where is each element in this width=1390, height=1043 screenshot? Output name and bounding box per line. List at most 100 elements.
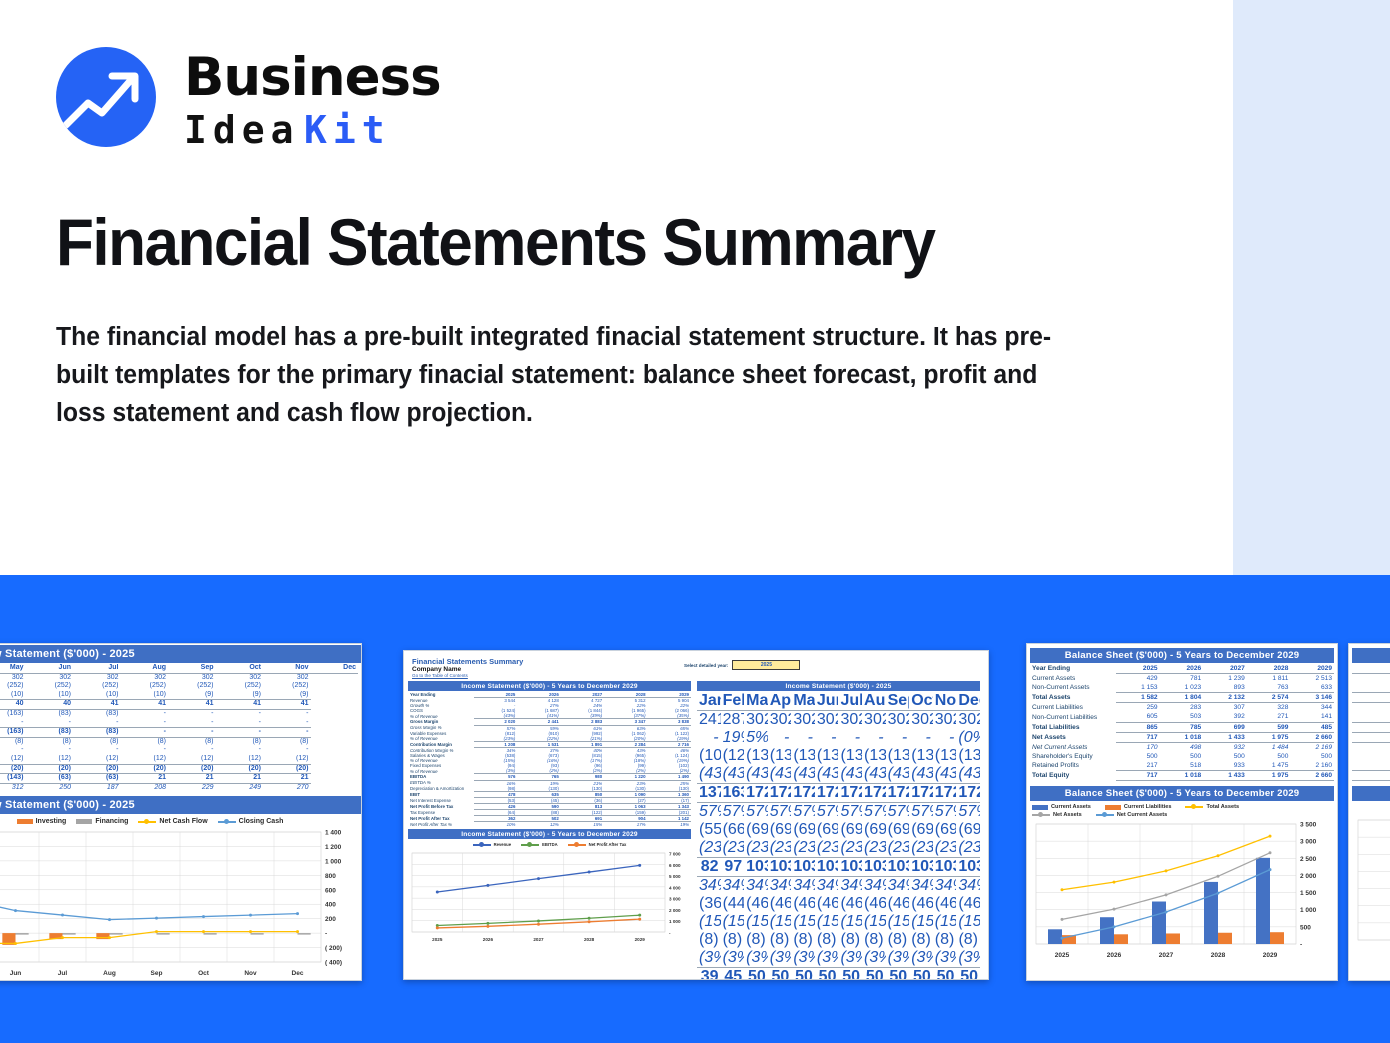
table-cell: 208 — [154, 783, 166, 791]
table-cell: (83) — [25, 727, 73, 738]
table-cell: (83) — [58, 709, 71, 717]
table-cell: - — [215, 718, 263, 729]
table-cell: (9) — [215, 690, 263, 701]
screenshot-balance-sheet-monthly-panel[interactable]: Jan 1 1741241 297936927865121 0815001251… — [1348, 643, 1390, 981]
svg-text:1 000: 1 000 — [669, 919, 681, 924]
balance-sheet-chart: 3 500 3 000 2 500 2 000 1 500 1 000 500 - 2025 20… — [1030, 820, 1334, 960]
table-cell: 170 — [1146, 743, 1158, 751]
table-row: (8) (8) (8) (8) (8) (8) (8) (8) (8) (8) (8) (8) — [697, 931, 980, 949]
table-cell: (20) — [25, 764, 73, 775]
table-cell: (63) — [25, 773, 73, 784]
chart-marker — [1112, 925, 1116, 929]
table-cell: (43%) — [744, 765, 768, 784]
table-cell: - — [163, 709, 166, 717]
table-cell: 34% — [793, 877, 815, 894]
table-cell: 65% — [680, 725, 689, 731]
legend-item: Net Profit After Tax — [567, 841, 626, 847]
svg-text:800: 800 — [325, 873, 336, 880]
table-header-row: Jan — [1352, 664, 1390, 675]
table-cell: 22% — [680, 703, 689, 709]
chart-marker — [1216, 874, 1220, 878]
chart-x-label: 2029 — [1263, 952, 1278, 959]
screenshot-cash-flow-panel[interactable]: Cash Flow Statement ($'000) - 2025 MayJu… — [0, 643, 362, 981]
income-monthly-title: Income Statement ($'000) - 2025 — [697, 680, 980, 692]
table-cell: 500 — [1233, 752, 1245, 760]
chart-x-label: 2028 — [584, 937, 595, 942]
chart-marker — [108, 918, 111, 922]
table-cell: (21%) — [560, 735, 605, 742]
table-of-contents-link[interactable]: Go to the Table of Contents — [412, 673, 468, 678]
table-cell: (41%) — [517, 713, 561, 720]
table-cell: 15% — [593, 822, 603, 828]
table-row: 8297103103103103103103103103103103 — [697, 857, 980, 877]
chart-bar — [1270, 932, 1284, 945]
table-cell: 302 — [249, 673, 261, 681]
row-label: Non-Current Assets — [1032, 684, 1090, 692]
table-cell: (46) — [934, 895, 957, 912]
row-label: EBITDA % — [410, 780, 431, 786]
chart-marker — [1060, 918, 1064, 922]
chart-marker — [296, 930, 299, 934]
table-row: Net Assets 717 1 018 1 433 1 975 2 660 — [1030, 732, 1334, 743]
table-cell: (43%) — [720, 765, 745, 784]
table-cell: 312 — [11, 783, 24, 791]
chart-bar — [62, 933, 76, 935]
chart-marker — [638, 864, 642, 868]
table-cell: (43%) — [885, 765, 910, 784]
table-cell: 172 — [838, 783, 863, 803]
monthly-bs-chart-title-bar — [1352, 785, 1390, 803]
table-cell: 933 — [1203, 760, 1247, 772]
table-cell: - — [168, 727, 216, 738]
legend-item: Closing Cash — [217, 818, 283, 825]
hero-section: Business Idea Kit Financial Statements S… — [56, 0, 1390, 575]
table-cell: (8) — [109, 737, 119, 745]
screenshot-summary-panel[interactable]: Financial Statements Summary Company Nam… — [403, 650, 989, 980]
legend-item: Net Assets — [1032, 812, 1082, 818]
table-cell: (46) — [864, 895, 886, 912]
chart-marker — [587, 916, 591, 920]
legend-swatch — [1104, 804, 1121, 810]
table-row: Fixed Expenses (94) (93) (96) (99) (102) — [408, 763, 691, 768]
table-cell: (2%) — [604, 768, 648, 775]
table-cell: 187 — [106, 783, 119, 791]
income-5y-table: Year Ending 2025 2026 2027 2028 2029 Revenue 3… — [408, 692, 691, 827]
table-cell: (252) — [54, 682, 71, 690]
table-cell: 302 — [958, 711, 980, 728]
table-cell: 41 — [120, 699, 168, 710]
table-cell: (1 124) — [675, 753, 689, 759]
column-header: 2025 — [1116, 664, 1160, 675]
chart-bar — [15, 933, 29, 935]
table-cell: (43%) — [767, 765, 792, 784]
chart-marker — [435, 926, 439, 930]
table-cell: (8) — [793, 931, 813, 948]
table-row: EBIT 478 635 850 1 090 1 360 — [408, 791, 691, 798]
year-selector-input[interactable]: 2025 — [732, 660, 801, 670]
legend-item: Net Current Assets — [1095, 812, 1167, 818]
table-header-row: May Jun Jul Aug Sep Oct Nov Dec — [0, 664, 358, 674]
table-row: 241287302302302302302302302302302302 — [697, 711, 980, 730]
table-cell: (8) — [699, 931, 719, 948]
cash-flow-table-title: Cash Flow Statement ($'000) - 2025 — [0, 644, 361, 664]
table-row: (21)(20)(20)(20)(20)(20)(20)(20) — [0, 764, 358, 775]
table-cell: (10) — [73, 690, 121, 701]
legend-item: EBITDA — [521, 841, 558, 847]
table-row: (3%)(3%)(3%)(3%)(3%)(3%)(3%)(3%)(3%)(3%)… — [697, 949, 980, 968]
cash-flow-chart: 1 400 1 200 1 000 800 600 400 200 - ( 200) ( 400)… — [0, 828, 361, 978]
column-header: Feb — [720, 692, 745, 711]
chart-marker — [1164, 893, 1168, 897]
table-cell: 1 433 — [1203, 732, 1247, 743]
table-row: 137163172172172172172172172172172172 — [697, 783, 980, 803]
screenshot-balance-sheet-panel[interactable]: Balance Sheet ($'000) - 5 Years to Decem… — [1026, 643, 1338, 981]
table-cell: (252) — [197, 682, 214, 690]
table-row: Non-Current Liabilities 605 503 392 271 141 — [1030, 712, 1334, 723]
legend-swatch — [1032, 812, 1050, 818]
column-header: Jul — [73, 664, 121, 674]
column-header: Jan — [1352, 664, 1390, 675]
table-cell: 103 — [862, 857, 886, 877]
table-cell: 302 — [201, 673, 214, 681]
table-cell: 1 360 — [647, 791, 691, 798]
table-cell: 34% — [934, 877, 957, 894]
table-cell: (3%) — [720, 949, 745, 968]
row-label: COGS — [410, 708, 423, 714]
table-cell: 5 904 — [678, 698, 689, 704]
